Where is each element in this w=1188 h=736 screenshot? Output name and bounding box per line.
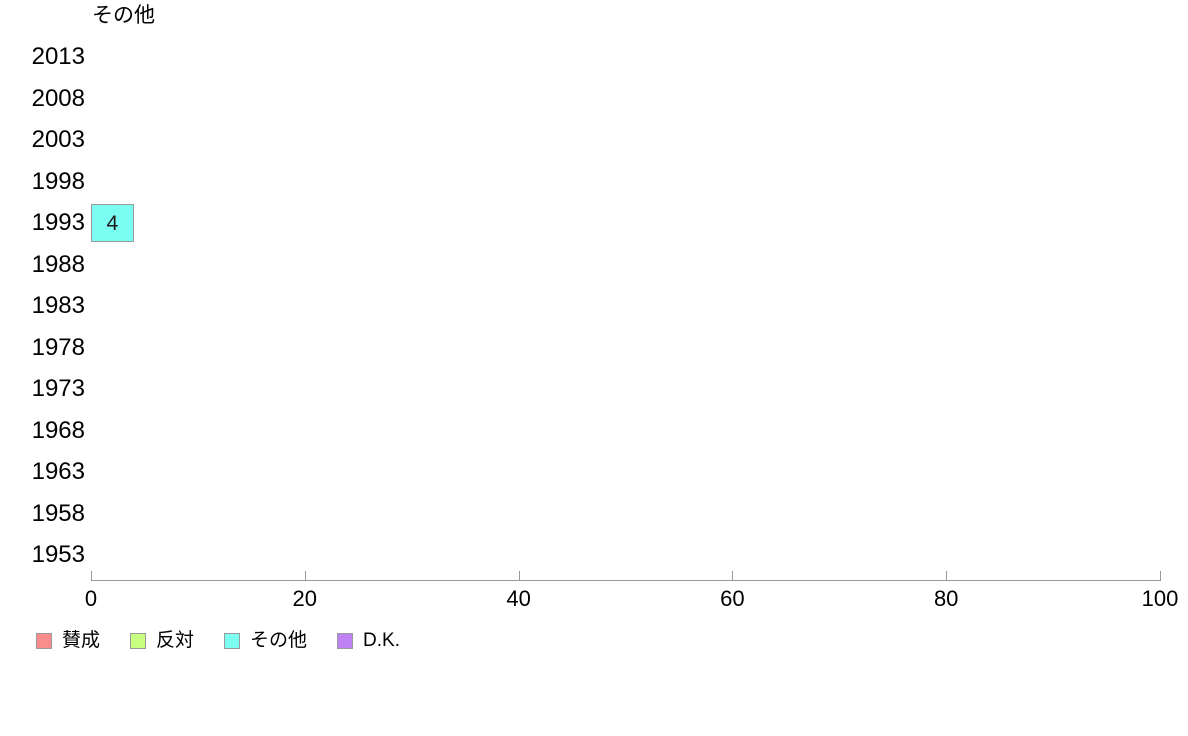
chart-row: 1978 xyxy=(32,327,1160,369)
legend-swatch-icon xyxy=(130,632,147,649)
x-axis-tick-label: 20 xyxy=(292,586,318,611)
chart-legend: 賛成 反対 その他 D.K. xyxy=(36,631,430,650)
chart-row: 1968 xyxy=(32,410,1160,452)
bar-track xyxy=(91,36,1160,78)
chart-row: 2003 xyxy=(32,119,1160,161)
y-axis-tick-label: 1953 xyxy=(31,541,85,568)
chart-row: 1973 xyxy=(32,368,1160,410)
legend-swatch-icon xyxy=(224,632,241,649)
y-axis-tick-label: 2008 xyxy=(31,84,85,112)
bar-segment: 4 xyxy=(91,204,134,242)
x-axis-tick xyxy=(1160,571,1161,581)
bar-value-label: 4 xyxy=(106,211,119,235)
plot-area: 2013 2008 2003 1998 1993 4 1988 1983 1978 1973 196… xyxy=(32,36,1160,581)
legend-entry[interactable]: D.K. xyxy=(337,631,400,650)
x-axis-tick xyxy=(518,571,520,581)
bar-track xyxy=(91,534,1160,576)
y-axis-tick-label: 1968 xyxy=(31,416,85,444)
y-axis-tick-label: 1958 xyxy=(31,499,85,527)
y-axis-tick-label: 1988 xyxy=(31,250,85,278)
legend-entry[interactable]: 反対 xyxy=(130,631,194,650)
x-axis-tick-label: 40 xyxy=(506,586,531,611)
bar-track xyxy=(91,410,1160,452)
chart-row: 2008 xyxy=(32,78,1160,120)
chart-row: 1988 xyxy=(32,244,1160,286)
legend-entry[interactable]: その他 xyxy=(224,631,307,650)
chart-row: 1998 xyxy=(32,161,1160,203)
chart-row: 1963 xyxy=(32,451,1160,493)
chart-row: 1983 xyxy=(32,285,1160,327)
y-axis-tick-label: 1963 xyxy=(31,458,85,485)
bar-track xyxy=(91,78,1160,120)
chart-row: 1993 4 xyxy=(32,202,1160,244)
x-axis-tick-label: 80 xyxy=(933,586,959,611)
bar-track xyxy=(91,368,1160,410)
bar-track xyxy=(91,161,1160,203)
y-axis-tick-label: 2003 xyxy=(31,126,85,153)
legend-label: 反対 xyxy=(156,630,195,651)
legend-swatch-icon xyxy=(337,632,354,649)
legend-label: その他 xyxy=(250,630,308,651)
x-axis-tick-label: 60 xyxy=(720,586,745,611)
y-axis-tick-label: 1998 xyxy=(31,167,85,195)
page-title: その他 xyxy=(92,4,155,27)
legend-swatch-icon xyxy=(36,632,52,649)
y-axis-tick-label: 1983 xyxy=(31,292,85,319)
x-axis-tick xyxy=(91,571,92,581)
chart-row: 1953 xyxy=(32,534,1160,576)
x-axis-tick xyxy=(732,571,734,581)
x-axis-tick xyxy=(946,571,948,581)
bar-track xyxy=(91,285,1160,327)
chart-row: 2013 xyxy=(32,36,1160,78)
legend-label: 賛成 xyxy=(62,630,101,651)
bar-track xyxy=(91,244,1160,286)
x-axis-tick-label: 100 xyxy=(1141,586,1179,611)
bar-track: 4 xyxy=(91,202,1160,244)
y-axis-tick-label: 1973 xyxy=(31,375,85,402)
y-axis-tick-label: 1978 xyxy=(31,333,85,361)
y-axis-tick-label: 1993 xyxy=(31,209,85,236)
x-axis-line xyxy=(91,580,1161,581)
bar-track xyxy=(91,119,1160,161)
bar-track xyxy=(91,451,1160,493)
bar-track xyxy=(91,327,1160,369)
chart-row: 1958 xyxy=(32,493,1160,535)
x-axis-tick-label: 0 xyxy=(84,586,98,611)
bar-track xyxy=(91,493,1160,535)
legend-entry[interactable]: 賛成 xyxy=(36,631,100,650)
y-axis-tick-label: 2013 xyxy=(31,43,85,70)
x-axis-tick xyxy=(304,571,306,581)
legend-label: D.K. xyxy=(363,630,400,651)
